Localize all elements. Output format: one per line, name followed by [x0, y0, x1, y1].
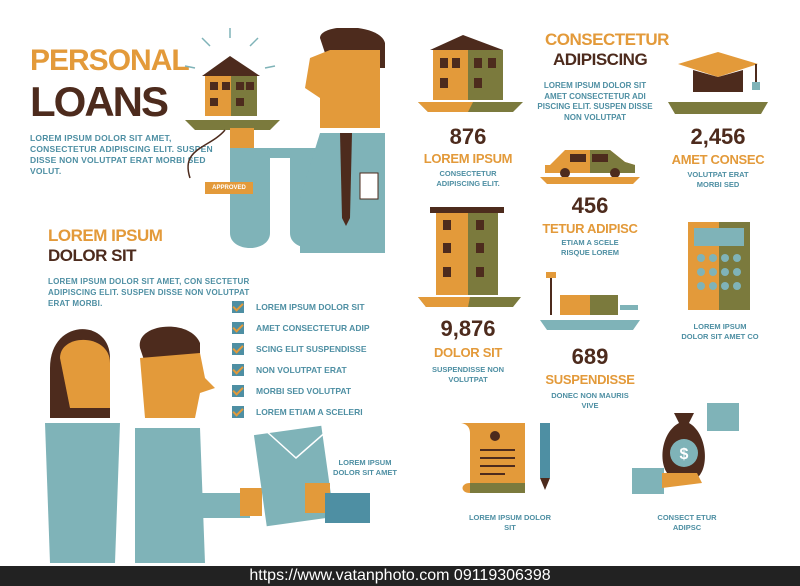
stat5-label: SUSPENDISSE	[545, 372, 635, 387]
car-icon	[540, 150, 640, 184]
right-header2: ADIPISCING	[553, 50, 648, 69]
stat1-value: 876	[449, 124, 487, 149]
checklist: LOREM IPSUM DOLOR SIT AMET CONSECTETUR A…	[232, 296, 370, 422]
check-item: SCING ELIT SUSPENDISSE	[232, 338, 370, 359]
document-caption: LOREM IPSUM DOLOR SIT	[468, 513, 552, 532]
stat4-value: 9,876	[440, 316, 496, 341]
check-item: NON VOLUTPAT ERAT	[232, 359, 370, 380]
stat5-desc: DONEC NON MAURIS VIVE	[551, 391, 629, 410]
stat2-value: 2,456	[690, 124, 746, 149]
calculator-icon	[688, 222, 750, 310]
building-icon	[418, 207, 521, 307]
check-item: LOREM ETIAM A SCELERI	[232, 401, 370, 422]
stat2-label: AMET CONSEC	[671, 152, 765, 167]
watermark-bar: https://www.vatanphoto.com 09119306398	[0, 566, 800, 586]
checkbox-icon	[232, 342, 244, 355]
graduation-cap-icon	[668, 52, 768, 114]
people-illustration	[45, 326, 370, 563]
stat3-value: 456	[571, 193, 609, 218]
section2-title1: LOREM IPSUM	[48, 226, 163, 245]
stat4-label: DOLOR SIT	[433, 345, 503, 360]
title-line2: LOANS	[30, 78, 169, 125]
stat1-label: LOREM IPSUM	[423, 151, 513, 166]
approved-tag: APPROVED	[205, 182, 253, 194]
right-header-body: LOREM IPSUM DOLOR SIT AMET CONSECTETUR A…	[537, 81, 653, 122]
checkbox-icon	[232, 363, 244, 376]
checkbox-icon	[232, 300, 244, 313]
house-icon	[418, 35, 523, 112]
right-header1: CONSECTETUR	[545, 30, 669, 49]
stat3-label: TETUR ADIPISC	[542, 221, 638, 236]
check-item: LOREM IPSUM DOLOR SIT	[232, 296, 370, 317]
section2-body: LOREM IPSUM DOLOR SIT AMET, CON SECTETUR…	[48, 277, 250, 308]
intro-text: LOREM IPSUM DOLOR SIT AMET, CONSECTETUR …	[30, 133, 213, 176]
stat3-desc: ETIAM A SCELE RISQUE LOREM	[561, 238, 619, 257]
stat5-value: 689	[571, 344, 609, 369]
stat2-desc: VOLUTPAT ERAT MORBI SED	[687, 170, 749, 189]
sofa-icon	[540, 272, 640, 330]
title-line1: PERSONAL	[30, 44, 190, 77]
calculator-caption: LOREM IPSUM DOLOR SIT AMET CO	[681, 322, 759, 341]
svg-text:$: $	[680, 446, 689, 463]
check-item: AMET CONSECTETUR ADIP	[232, 317, 370, 338]
document-pen-icon	[460, 423, 550, 493]
money-bag-icon: $	[632, 403, 739, 494]
section2-title2: DOLOR SIT	[48, 246, 137, 265]
handshake-caption: LOREM IPSUM DOLOR SIT AMET	[333, 458, 397, 477]
checkbox-icon	[232, 321, 244, 334]
money-caption: CONSECT ETUR ADIPSC	[657, 513, 717, 532]
checkbox-icon	[232, 384, 244, 397]
checkbox-icon	[232, 405, 244, 418]
stat1-desc: CONSECTETUR ADIPISCING ELIT.	[436, 169, 500, 188]
check-item: MORBI SED VOLUTPAT	[232, 380, 370, 401]
stat4-desc: SUSPENDISSE NON VOLUTPAT	[431, 365, 505, 384]
banker-illustration	[184, 28, 385, 253]
